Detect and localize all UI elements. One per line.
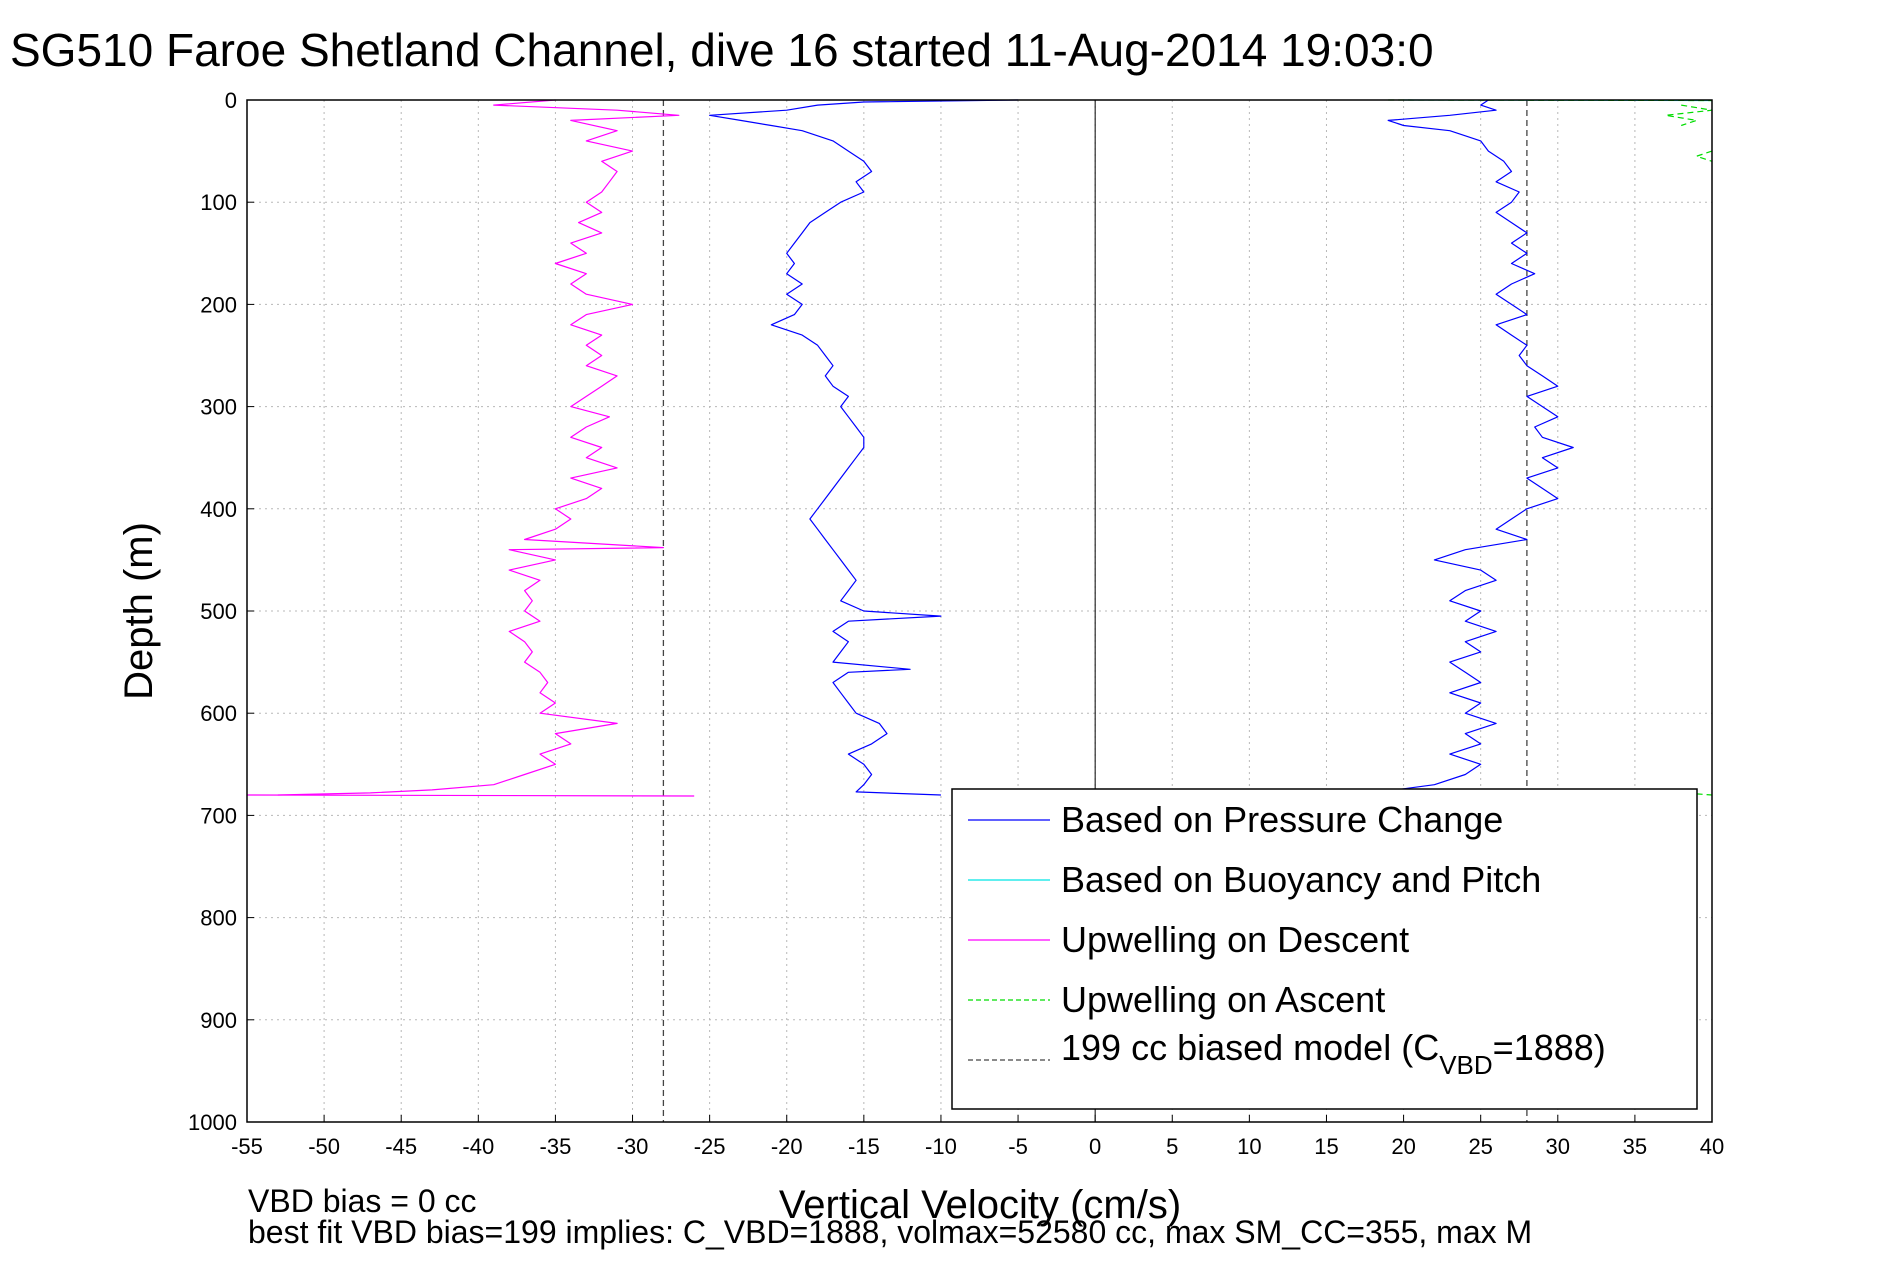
series-pressure-change-line bbox=[1357, 99, 1574, 796]
y-tick-label: 100 bbox=[200, 190, 237, 215]
x-tick-label: -5 bbox=[1008, 1134, 1028, 1159]
series-upwelling-descent-line bbox=[277, 99, 680, 796]
y-tick-label: 400 bbox=[200, 497, 237, 522]
legend-label-ascent: Upwelling on Ascent bbox=[1061, 979, 1385, 1020]
series-upwelling-ascent-line bbox=[1696, 793, 1713, 796]
legend-label-descent: Upwelling on Descent bbox=[1061, 919, 1409, 960]
y-tick-label: 300 bbox=[200, 395, 237, 420]
legend: Based on Pressure Change Based on Buoyan… bbox=[951, 788, 1698, 1110]
series-upwelling-ascent-line bbox=[1695, 150, 1713, 162]
x-tick-label: 15 bbox=[1314, 1134, 1338, 1159]
y-tick-label: 1000 bbox=[188, 1110, 237, 1135]
x-tick-label: 5 bbox=[1166, 1134, 1178, 1159]
chart-title: SG510 Faroe Shetland Channel, dive 16 st… bbox=[10, 24, 1434, 76]
x-tick-label: 25 bbox=[1468, 1134, 1492, 1159]
x-tick-label: 10 bbox=[1237, 1134, 1261, 1159]
legend-label-buoyancy: Based on Buoyancy and Pitch bbox=[1061, 859, 1541, 900]
legend-label-model: 199 cc biased model (CVBD=1888) bbox=[1061, 1027, 1606, 1080]
legend-label-pressure: Based on Pressure Change bbox=[1061, 799, 1503, 840]
x-tick-label: 30 bbox=[1546, 1134, 1570, 1159]
x-tick-label: -50 bbox=[308, 1134, 340, 1159]
y-tick-label: 900 bbox=[200, 1008, 237, 1033]
x-tick-label: -10 bbox=[925, 1134, 957, 1159]
x-tick-label: -20 bbox=[771, 1134, 803, 1159]
y-tick-labels: 0 100 200 300 400 500 600 700 800 900 1000 bbox=[188, 88, 254, 1135]
x-tick-labels: -55 -50 -45 -40 -35 -30 -25 -20 -15 -10 -5 0 5 10 15 20… bbox=[231, 1115, 1724, 1159]
series-upwelling-descent-line bbox=[246, 794, 695, 797]
x-tick-label: 0 bbox=[1089, 1134, 1101, 1159]
x-tick-label: -45 bbox=[385, 1134, 417, 1159]
y-tick-label: 700 bbox=[200, 803, 237, 828]
x-tick-label: 35 bbox=[1623, 1134, 1647, 1159]
legend-box bbox=[951, 788, 1698, 1110]
x-tick-label: 40 bbox=[1700, 1134, 1724, 1159]
x-tick-label: 20 bbox=[1391, 1134, 1415, 1159]
y-tick-label: 500 bbox=[200, 599, 237, 624]
series-pressure-change-line bbox=[708, 99, 1019, 796]
x-tick-label: -35 bbox=[540, 1134, 572, 1159]
x-tick-label: -25 bbox=[694, 1134, 726, 1159]
x-axis-label: Vertical Velocity (cm/s) bbox=[779, 1183, 1181, 1227]
footer-line-1: VBD bias = 0 cc bbox=[248, 1183, 477, 1219]
x-tick-label: -15 bbox=[848, 1134, 880, 1159]
series-upwelling-ascent-line bbox=[1665, 104, 1713, 127]
footer-line-2: best fit VBD bias=199 implies: C_VBD=188… bbox=[248, 1214, 1532, 1250]
y-tick-label: 200 bbox=[200, 292, 237, 317]
y-tick-label: 600 bbox=[200, 701, 237, 726]
y-tick-label: 0 bbox=[225, 88, 237, 113]
x-tick-label: -30 bbox=[617, 1134, 649, 1159]
x-tick-label: -40 bbox=[462, 1134, 494, 1159]
x-tick-label: -55 bbox=[231, 1134, 263, 1159]
y-tick-label: 800 bbox=[200, 906, 237, 931]
y-axis-label: Depth (m) bbox=[117, 522, 161, 700]
